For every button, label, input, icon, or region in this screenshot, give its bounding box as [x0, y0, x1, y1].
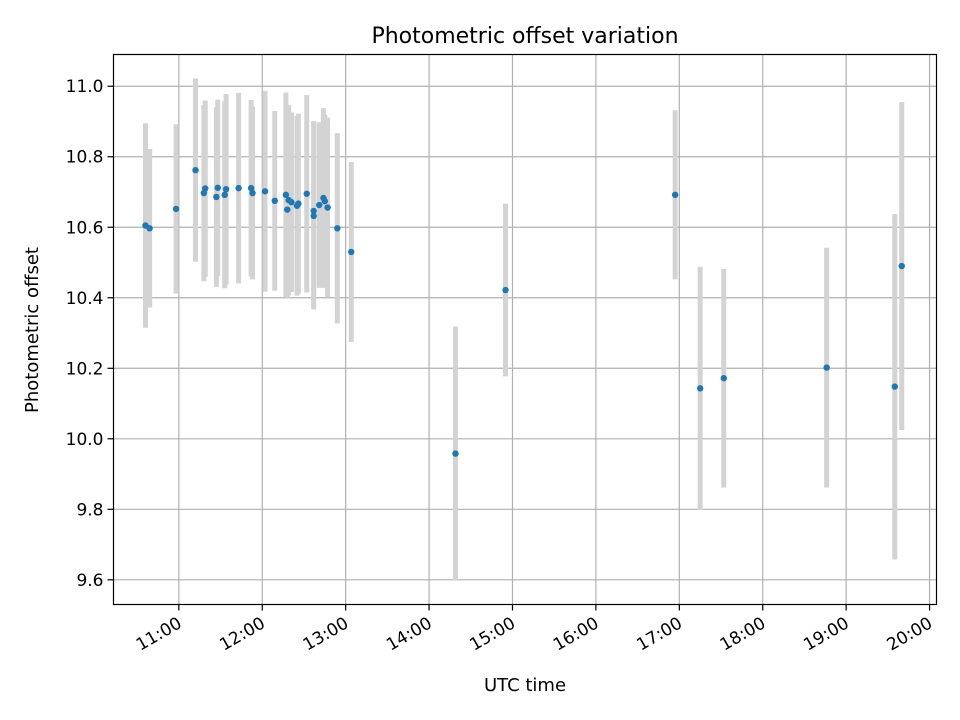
- data-point: [235, 184, 242, 192]
- data-point: [146, 225, 153, 232]
- data-point: [303, 190, 310, 197]
- x-tick-layer: 11:00 12:00 13:00 14:00 15:00 16:00 17:00 18:00…: [133, 604, 936, 656]
- y-tick-label: 10.4: [66, 289, 104, 309]
- y-tick-layer: 9.6 9.8 10.0 10.2 10.4 10.6 10.8 11.0: [66, 77, 114, 591]
- y-tick-label: 9.6: [76, 571, 103, 591]
- point-layer: [142, 166, 905, 457]
- y-axis-label: Photometric offset: [22, 247, 43, 413]
- x-tick-label: 11:00: [133, 614, 185, 656]
- x-tick-label: 12:00: [216, 614, 268, 656]
- data-point: [891, 383, 898, 390]
- data-point: [221, 191, 228, 199]
- x-tick-label: 20:00: [884, 614, 936, 656]
- data-point: [316, 201, 323, 209]
- y-tick-label: 10.6: [66, 218, 104, 238]
- data-point: [288, 199, 295, 206]
- y-tick-label: 10.2: [66, 359, 104, 379]
- data-point: [310, 212, 317, 220]
- x-axis-label: UTC time: [484, 675, 566, 696]
- data-point: [295, 200, 302, 207]
- y-tick-label: 11.0: [66, 77, 104, 97]
- data-point: [671, 191, 679, 199]
- data-point: [222, 185, 230, 193]
- y-tick-label: 10.8: [66, 148, 104, 168]
- data-point: [334, 225, 341, 232]
- data-point: [348, 248, 355, 256]
- chart-title: Photometric offset variation: [371, 24, 678, 49]
- data-point: [696, 385, 704, 392]
- data-point: [261, 188, 269, 195]
- data-point: [324, 204, 331, 211]
- y-tick-label: 9.8: [76, 500, 103, 520]
- errorbar-layer: [142, 78, 905, 581]
- data-point: [282, 191, 290, 199]
- data-point: [898, 262, 905, 270]
- data-point: [284, 206, 291, 213]
- data-point: [321, 197, 329, 205]
- grid-layer: [113, 54, 937, 605]
- data-point: [192, 166, 199, 174]
- plot-frame: [112, 53, 938, 606]
- x-tick-label: 16:00: [550, 614, 602, 656]
- x-tick-label: 19:00: [800, 614, 852, 656]
- data-point: [247, 184, 255, 192]
- x-tick-label: 18:00: [717, 614, 769, 656]
- y-tick-label: 10.0: [66, 430, 104, 450]
- data-point: [172, 205, 180, 213]
- data-point: [213, 193, 220, 201]
- data-point: [502, 286, 509, 294]
- x-tick-label: 17:00: [633, 614, 685, 656]
- x-tick-label: 15:00: [467, 614, 519, 656]
- data-point: [310, 207, 317, 215]
- x-tick-label: 14:00: [383, 614, 435, 656]
- data-point: [214, 184, 221, 191]
- data-point: [452, 450, 459, 457]
- data-point: [720, 374, 727, 382]
- data-point: [249, 189, 256, 197]
- data-point: [823, 364, 830, 371]
- data-point: [271, 197, 278, 205]
- data-point: [202, 185, 209, 192]
- x-tick-label: 13:00: [300, 614, 352, 656]
